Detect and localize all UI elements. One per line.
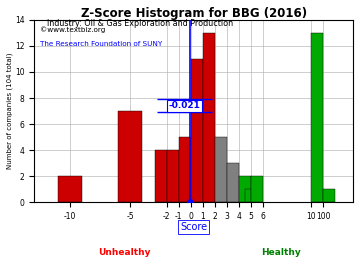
Bar (323, 189, 335, 202)
Text: The Research Foundation of SUNY: The Research Foundation of SUNY (40, 41, 162, 47)
Bar (203, 33, 215, 202)
Bar (227, 163, 239, 202)
Title: Z-Score Histogram for BBG (2016): Z-Score Histogram for BBG (2016) (81, 7, 307, 20)
Text: Unhealthy: Unhealthy (98, 248, 151, 256)
Bar (311, 33, 323, 202)
Text: Healthy: Healthy (261, 248, 301, 256)
Bar (215, 137, 227, 202)
Bar (245, 189, 251, 202)
Bar (179, 137, 190, 202)
Bar (167, 150, 179, 202)
Bar (154, 150, 167, 202)
Bar (58, 176, 82, 202)
Bar (118, 111, 143, 202)
Bar (239, 176, 251, 202)
Text: Industry: Oil & Gas Exploration and Production: Industry: Oil & Gas Exploration and Prod… (47, 19, 233, 28)
Y-axis label: Number of companies (104 total): Number of companies (104 total) (7, 53, 13, 169)
X-axis label: Score: Score (180, 222, 207, 232)
Text: ©www.textbiz.org: ©www.textbiz.org (40, 26, 105, 33)
Text: -0.021: -0.021 (168, 101, 201, 110)
Bar (251, 176, 263, 202)
Bar (190, 59, 203, 202)
